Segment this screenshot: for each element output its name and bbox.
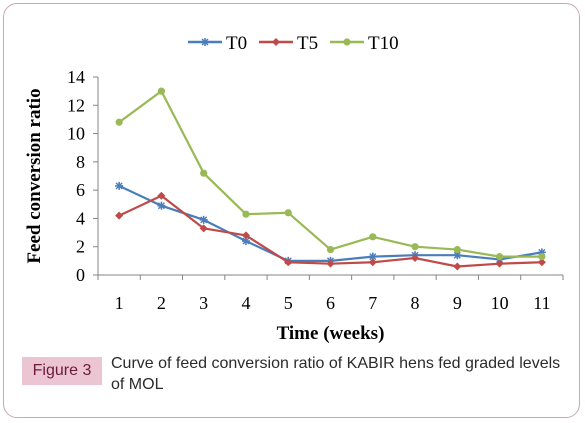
y-axis-title: Feed conversion ratio <box>24 88 45 263</box>
data-point-t5 <box>284 258 293 267</box>
x-tick-label: 3 <box>199 293 208 313</box>
chart-series <box>115 87 546 271</box>
y-tick-label: 12 <box>67 95 85 115</box>
data-point-t10 <box>538 253 546 261</box>
x-tick-label: 11 <box>533 293 550 313</box>
data-point-t10 <box>284 209 292 217</box>
data-point-t5 <box>368 258 377 267</box>
data-point-t0 <box>453 251 462 260</box>
series-line-t10 <box>118 90 542 258</box>
legend-marker-t5 <box>272 38 280 46</box>
data-point-t10 <box>242 210 250 218</box>
figure-label: Figure 3 <box>22 357 102 385</box>
y-tick-label: 2 <box>76 237 85 257</box>
y-tick-label: 4 <box>76 208 85 228</box>
x-tick-label: 2 <box>157 293 166 313</box>
legend-marker-t10 <box>343 38 351 46</box>
legend-label-t10: T10 <box>368 33 399 54</box>
legend-label-t5: T5 <box>297 33 318 54</box>
figure-caption-text: Curve of feed conversion ratio of KABIR … <box>111 355 561 393</box>
data-point-t5 <box>537 258 546 267</box>
data-point-t10 <box>411 243 419 251</box>
data-point-t10 <box>453 245 461 254</box>
chart-legend: T0 T5 T10 <box>188 33 399 54</box>
data-point-t5 <box>115 211 124 220</box>
x-tick-label: 1 <box>115 293 124 313</box>
y-tick-label: 0 <box>76 265 85 285</box>
y-tick-label: 14 <box>67 67 85 87</box>
x-tick-label: 8 <box>411 293 420 313</box>
legend-marker-t0 <box>201 38 209 46</box>
data-point-t10 <box>200 169 208 177</box>
y-tick-label: 8 <box>76 152 85 172</box>
x-tick-label: 7 <box>368 293 377 313</box>
data-point-t10 <box>369 233 377 241</box>
data-point-t5 <box>453 262 462 271</box>
data-point-t5 <box>199 224 208 233</box>
data-point-t0 <box>199 215 208 224</box>
data-point-t0 <box>157 201 166 210</box>
data-point-t5 <box>326 259 335 268</box>
legend-label-t0: T0 <box>226 33 247 54</box>
figure-frame <box>3 3 580 418</box>
data-point-t5 <box>157 191 166 200</box>
data-point-t5 <box>495 259 504 268</box>
data-point-t10 <box>157 87 166 95</box>
data-point-t10 <box>495 253 504 261</box>
data-point-t5 <box>411 254 420 263</box>
data-point-t10 <box>326 245 335 254</box>
series-line-t5 <box>118 194 542 268</box>
x-axis-title: Time (weeks) <box>277 323 385 344</box>
x-tick-label: 5 <box>284 293 293 313</box>
x-tick-label: 6 <box>326 293 335 313</box>
data-point-t0 <box>115 181 124 190</box>
data-point-t5 <box>241 231 250 240</box>
figure-caption: Figure 3 Curve of feed conversion ratio … <box>22 353 572 403</box>
x-tick-label: 9 <box>453 293 462 313</box>
y-tick-label: 10 <box>67 124 85 144</box>
x-tick-label: 10 <box>491 293 509 313</box>
y-tick-label: 6 <box>76 180 85 200</box>
data-point-t10 <box>115 118 123 126</box>
x-tick-label: 4 <box>241 293 250 313</box>
chart-axes <box>93 76 564 280</box>
